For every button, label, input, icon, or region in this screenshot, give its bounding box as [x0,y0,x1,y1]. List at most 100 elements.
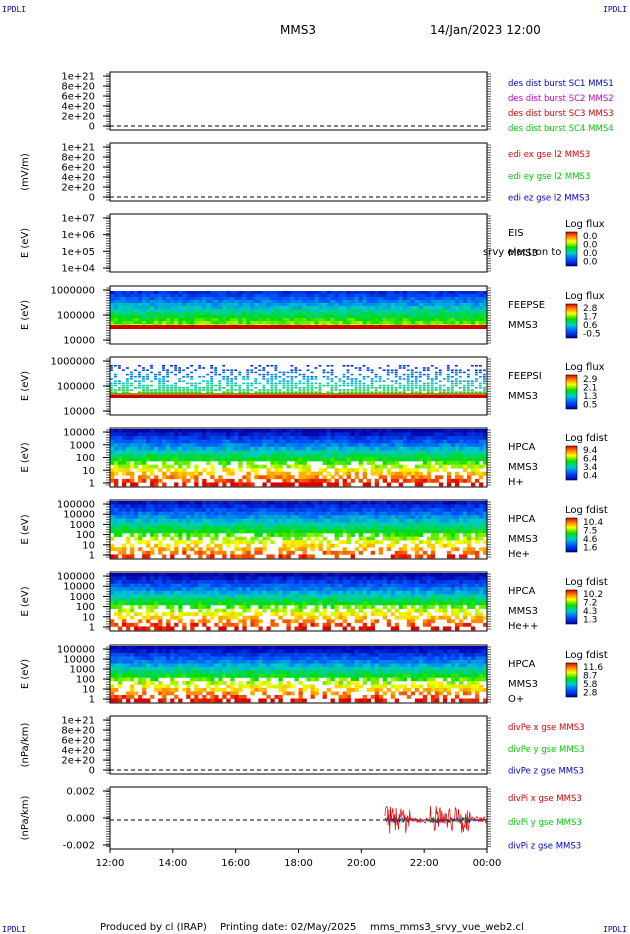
spectrogram-cell [310,471,315,476]
spectrogram-cell [170,393,175,396]
spectrogram-cell [446,525,452,530]
spectrogram-cell [198,393,203,396]
spectrogram-cell [214,389,218,391]
spectrogram-cell [434,529,440,534]
spectrogram-cell [478,439,484,444]
spectrogram-cell [474,294,480,298]
spectrogram-cell [238,291,243,295]
spectrogram-cell [174,306,179,310]
spectrogram-cell [210,297,215,301]
spectrogram-cell [150,432,155,437]
spectrogram-cell [286,315,291,319]
spectrogram-cell [182,315,187,319]
spectrogram-cell [414,291,420,295]
spectrogram-cell [234,511,239,516]
spectrogram-cell [282,547,287,552]
spectrogram-cell [270,395,275,398]
spectrogram-cell [270,453,275,458]
spectrogram-cell [294,508,299,512]
spectrogram-cell [354,382,358,385]
spectrogram-cell [390,303,396,307]
spectrogram-cell [454,382,458,385]
spectrogram-cell [306,511,311,516]
spectrogram-cell [146,395,151,398]
spectrogram-cell [202,312,207,316]
spectrogram-cell [462,395,468,398]
spectrogram-cell [406,291,412,295]
spectrogram-cell [342,321,347,325]
spectrogram-cell [306,378,310,380]
spectrogram-cell [326,508,331,512]
spectrogram-cell [454,504,460,509]
spectrogram-cell [226,461,231,465]
spectrogram-cell [322,384,326,387]
spectrogram-cell [130,382,133,385]
spectrogram-cell [362,436,367,440]
spectrogram-cell [306,457,311,462]
spectrogram-cell [310,453,315,458]
spectrogram-cell [238,321,243,325]
spectrogram-cell [282,522,287,527]
spectrogram-cell [342,300,347,304]
spectrogram-cell [110,511,115,516]
spectrogram-cell [482,436,488,440]
spectrogram-cell [338,389,342,391]
spectrogram-cell [278,468,283,473]
spectrogram-cell [386,446,392,451]
spectrogram-cell [394,315,400,319]
spectrogram-cell [114,461,119,465]
spectrogram-cell [450,554,456,559]
spectrogram-cell [422,450,428,455]
spectrogram-cell [146,518,151,523]
spectrogram-cell [446,297,452,301]
spectrogram-cell [366,450,371,455]
spectrogram-cell [254,382,258,385]
spectrogram-cell [418,525,424,530]
spectrogram-cell [362,443,367,448]
spectrogram-cell [438,387,442,389]
spectrogram-cell [138,303,143,307]
spectrogram-cell [370,525,376,530]
spectrogram-cell [202,446,207,451]
spectrogram-cell [154,395,159,398]
spectrogram-cell [478,306,484,310]
spectrogram-cell [250,554,255,559]
spectrogram-cell [454,464,460,469]
spectrogram-cell [226,436,231,440]
spectrogram-cell [206,450,211,455]
spectrogram-cell [274,376,278,378]
spectrogram-cell [282,429,287,433]
spectrogram-cell [286,429,291,433]
spectrogram-cell [382,391,386,393]
spectrogram-cell [358,384,362,387]
spectrogram-cell [206,436,211,440]
spectrogram-cell [470,457,476,462]
spectrogram-cell [310,540,315,545]
spectrogram-cell [362,300,367,304]
spectrogram-cell [294,453,299,458]
spectrogram-cell [210,321,215,325]
spectrogram-cell [350,554,355,559]
spectrogram-cell [230,525,235,530]
spectrogram-cell [286,318,291,322]
spectrogram-cell [278,529,283,534]
spectrogram-cell [150,529,155,534]
spectrogram-cell [110,436,115,440]
spectrogram-cell [230,389,234,391]
spectrogram-cell [406,395,412,398]
spectrogram-cell [154,508,159,512]
spectrogram-cell [290,303,295,307]
spectrogram-cell [286,504,291,509]
spectrogram-cell [362,543,367,548]
spectrogram-cell [426,312,432,316]
spectrogram-cell [234,450,239,455]
spectrogram-cell [126,294,131,298]
spectrogram-cell [390,294,396,298]
spectrogram-cell [434,318,440,322]
spectrogram-cell [410,450,416,455]
spectrogram-cell [478,482,484,487]
spectrogram-cell [302,478,307,483]
spectrogram-cell [182,309,187,313]
spectrogram-cell [110,457,115,462]
spectrogram-cell [330,309,335,313]
